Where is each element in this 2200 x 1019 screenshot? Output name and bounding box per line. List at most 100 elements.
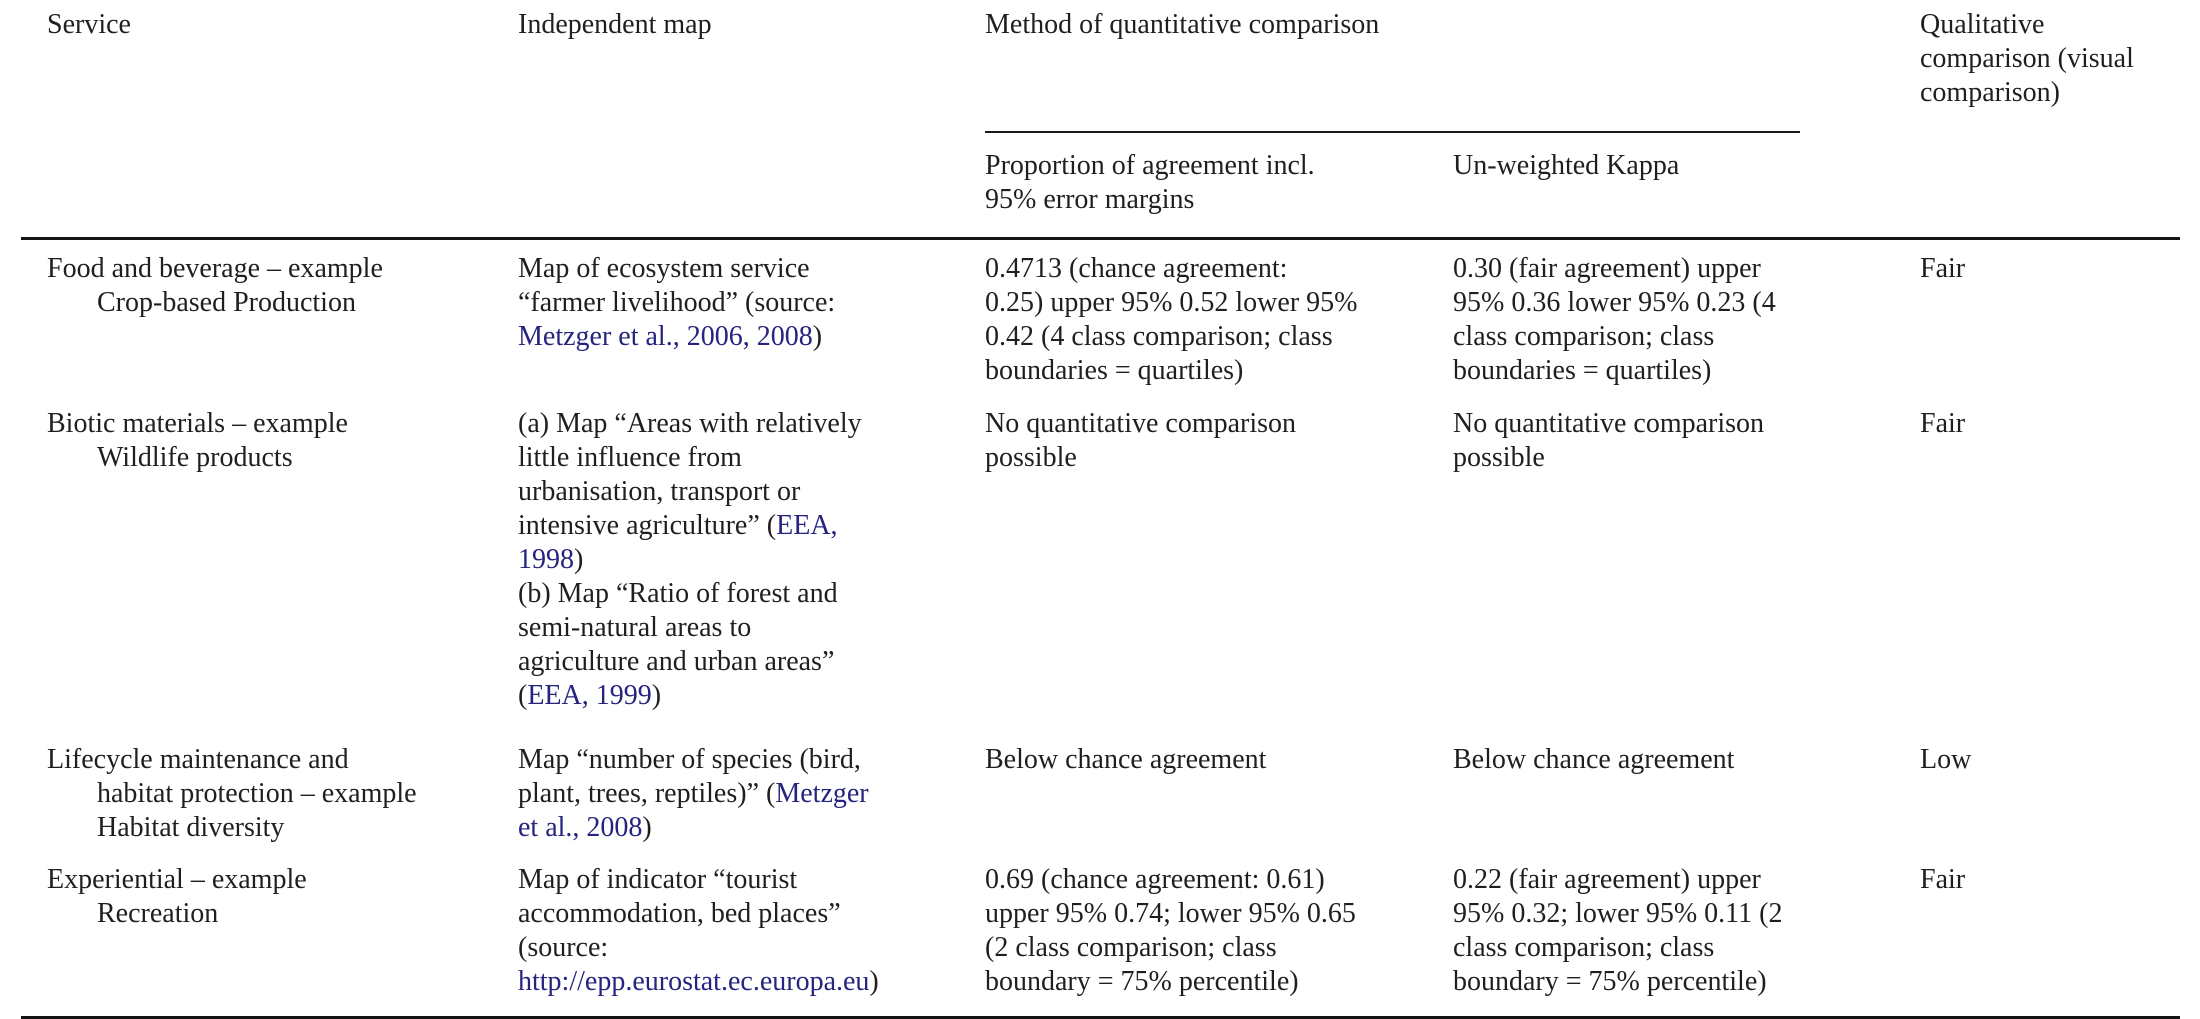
text-segment: intensive agriculture” ( <box>518 510 777 541</box>
text-segment: ( <box>518 680 528 711</box>
text-line: comparison) <box>1920 77 2060 108</box>
text-line: possible <box>985 442 1077 473</box>
kappa-cell: 0.30 (fair agreement) upper 95% 0.36 lowe… <box>1453 239 1920 396</box>
service-cell: Biotic materials – example Wildlife produ… <box>21 395 518 731</box>
text-line: 0.22 (fair agreement) upper <box>1453 864 1761 895</box>
text-line: Low <box>1920 744 1972 775</box>
independent-map-cell: (a) Map “Areas with relatively little inf… <box>518 395 985 731</box>
text-line: (a) Map “Areas with relatively <box>518 407 985 441</box>
text-segment: (b) Map “Ratio of forest and <box>518 578 838 609</box>
text-segment: accommodation, bed places” <box>518 898 841 929</box>
service-cell: Experiential – example Recreation <box>21 851 518 1019</box>
text-line: Fair <box>1920 408 1966 439</box>
citation-link[interactable]: http://epp.eurostat.ec.europa.eu <box>518 966 870 997</box>
text-line: possible <box>1453 442 1545 473</box>
text-line: Fair <box>1920 253 1966 284</box>
col-header-qualitative: Qualitative comparison (visual comparison) <box>1920 0 2180 240</box>
text-line: upper 95% 0.74; lower 95% 0.65 <box>985 898 1356 929</box>
text-segment: “farmer livelihood” (source: <box>518 287 836 318</box>
text-line: boundary = 75% percentile) <box>1453 966 1767 997</box>
col-header-independent-map-label: Independent map <box>518 9 712 40</box>
col-header-kappa: Un-weighted Kappa <box>1453 133 1920 240</box>
text-line: http://epp.eurostat.ec.europa.eu) <box>518 965 985 999</box>
text-line: agriculture and urban areas” <box>518 645 985 679</box>
text-line: Metzger et al., 2006, 2008) <box>518 320 985 354</box>
kappa-cell: 0.22 (fair agreement) upper 95% 0.32; low… <box>1453 851 1920 1019</box>
citation-link[interactable]: EEA, 1999 <box>527 680 652 711</box>
independent-map-cell: Map of indicator “tourist accommodation, … <box>518 851 985 1019</box>
text-line: plant, trees, reptiles)” (Metzger <box>518 777 985 811</box>
text-line: Map of ecosystem service <box>518 252 985 286</box>
kappa-cell: Below chance agreement <box>1453 731 1920 851</box>
text-segment: Map of indicator “tourist <box>518 864 798 895</box>
text-line: urbanisation, transport or <box>518 475 985 509</box>
qualitative-cell: Fair <box>1920 851 2180 1019</box>
table-row: Lifecycle maintenance and habitat protect… <box>21 731 2180 851</box>
col-header-proportion-label: Proportion of agreement incl. 95% error m… <box>985 149 1453 217</box>
text-line: (b) Map “Ratio of forest and <box>518 577 985 611</box>
text-segment: semi-natural areas to <box>518 612 752 643</box>
text-line: boundaries = quartiles) <box>1453 355 1712 386</box>
text-line: 95% error margins <box>985 184 1195 215</box>
text-line: Below chance agreement <box>1453 744 1735 775</box>
text-line: intensive agriculture” (EEA, <box>518 509 985 543</box>
text-segment: Map of ecosystem service <box>518 253 810 284</box>
text-segment: urbanisation, transport or <box>518 476 801 507</box>
text-line: Proportion of agreement incl. <box>985 150 1315 181</box>
table-row: Food and beverage – example Crop-based Pr… <box>21 239 2180 396</box>
text-line: Below chance agreement <box>985 744 1267 775</box>
text-line: habitat protection – example <box>97 778 417 809</box>
text-line: Map of indicator “tourist <box>518 863 985 897</box>
text-line: class comparison; class <box>1453 321 1715 352</box>
text-line: Food and beverage – example <box>47 253 383 284</box>
text-line: Biotic materials – example <box>47 408 348 439</box>
citation-link[interactable]: 1998 <box>518 544 574 575</box>
proportion-cell: 0.69 (chance agreement: 0.61) upper 95% 0… <box>985 851 1453 1019</box>
qualitative-cell: Fair <box>1920 395 2180 731</box>
text-line: 95% 0.36 lower 95% 0.23 (4 <box>1453 287 1776 318</box>
table-header: Service Independent map Method of quanti… <box>21 0 2180 240</box>
qualitative-cell: Fair <box>1920 239 2180 396</box>
text-segment: plant, trees, reptiles)” ( <box>518 778 776 809</box>
text-line: accommodation, bed places” <box>518 897 985 931</box>
text-line: 1998) <box>518 543 985 577</box>
method-group-rule <box>985 131 1800 133</box>
col-header-service-label: Service <box>47 9 131 40</box>
text-line: comparison (visual <box>1920 43 2134 74</box>
citation-link[interactable]: EEA, <box>776 510 838 541</box>
citation-link[interactable]: Metzger et al., 2006, 2008 <box>518 321 813 352</box>
text-segment: ) <box>642 812 652 843</box>
text-line: (source: <box>518 931 985 965</box>
proportion-cell: No quantitative comparison possible <box>985 395 1453 731</box>
text-line: 0.25) upper 95% 0.52 lower 95% <box>985 287 1358 318</box>
kappa-cell: No quantitative comparison possible <box>1453 395 1920 731</box>
text-line: Recreation <box>97 898 219 929</box>
text-segment: ) <box>574 544 584 575</box>
text-line: Wildlife products <box>97 442 293 473</box>
col-header-service: Service <box>21 0 518 240</box>
citation-link[interactable]: et al., 2008 <box>518 812 643 843</box>
text-line: little influence from <box>518 441 985 475</box>
text-segment: agriculture and urban areas” <box>518 646 835 677</box>
text-line: 95% 0.32; lower 95% 0.11 (2 <box>1453 898 1783 929</box>
text-segment: (a) Map “Areas with relatively <box>518 408 862 439</box>
text-line: Experiential – example <box>47 864 307 895</box>
text-line: Crop-based Production <box>97 287 356 318</box>
text-line: 0.4713 (chance agreement: <box>985 253 1288 284</box>
text-line: Fair <box>1920 864 1966 895</box>
text-line: class comparison; class <box>1453 932 1715 963</box>
text-line: No quantitative comparison <box>985 408 1297 439</box>
text-line: No quantitative comparison <box>1453 408 1765 439</box>
text-line: 0.42 (4 class comparison; class <box>985 321 1333 352</box>
service-cell: Lifecycle maintenance and habitat protect… <box>21 731 518 851</box>
comparison-table: Service Independent map Method of quanti… <box>21 0 2180 1019</box>
col-header-independent-map: Independent map <box>518 0 985 240</box>
citation-link[interactable]: Metzger <box>775 778 869 809</box>
text-line: semi-natural areas to <box>518 611 985 645</box>
text-line: Lifecycle maintenance and <box>47 744 349 775</box>
text-segment: Map “number of species (bird, <box>518 744 861 775</box>
text-segment: (source: <box>518 932 609 963</box>
text-line: “farmer livelihood” (source: <box>518 286 985 320</box>
text-line: boundary = 75% percentile) <box>985 966 1299 997</box>
text-segment: ) <box>651 680 662 711</box>
